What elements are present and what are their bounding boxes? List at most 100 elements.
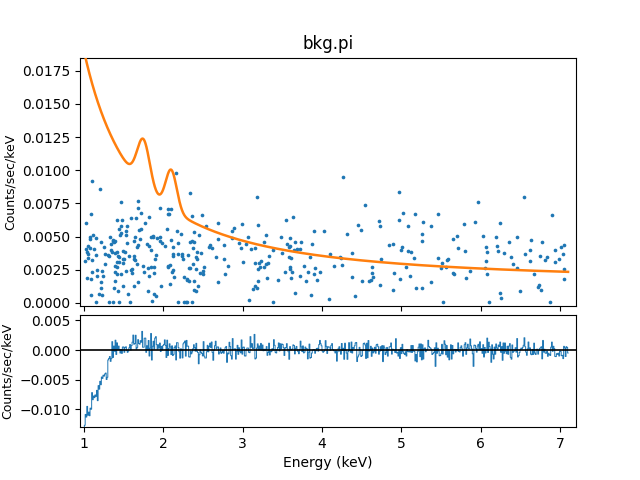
- Point: [299, 262, 309, 270]
- Point: [237, 220, 247, 228]
- Point: [493, 247, 503, 255]
- Point: [173, 250, 183, 257]
- Point: [188, 239, 198, 246]
- Point: [261, 260, 271, 267]
- Point: [495, 294, 506, 302]
- Point: [111, 258, 122, 266]
- Point: [250, 283, 260, 290]
- Point: [124, 252, 134, 260]
- Point: [512, 233, 522, 241]
- Point: [499, 250, 509, 257]
- Point: [280, 216, 291, 224]
- Point: [151, 251, 161, 259]
- Point: [525, 257, 536, 265]
- Point: [182, 299, 192, 306]
- Point: [409, 254, 419, 262]
- Point: [310, 264, 320, 272]
- Point: [110, 277, 120, 285]
- Point: [117, 216, 127, 224]
- Point: [141, 240, 152, 248]
- Point: [255, 263, 266, 271]
- Point: [448, 269, 458, 277]
- Point: [86, 276, 96, 283]
- Point: [506, 253, 516, 261]
- Point: [550, 246, 560, 254]
- Point: [118, 259, 128, 267]
- Point: [150, 255, 161, 263]
- Point: [114, 299, 124, 306]
- Point: [171, 169, 181, 177]
- Point: [253, 221, 263, 228]
- Point: [449, 270, 460, 278]
- Point: [198, 267, 208, 275]
- Point: [113, 252, 124, 260]
- Point: [228, 224, 239, 232]
- Point: [252, 285, 262, 292]
- Point: [116, 229, 126, 237]
- Point: [346, 249, 356, 257]
- X-axis label: Energy (keV): Energy (keV): [284, 456, 372, 470]
- Point: [103, 252, 113, 259]
- Point: [360, 201, 371, 209]
- Point: [82, 275, 92, 282]
- Point: [129, 283, 140, 290]
- Point: [207, 244, 218, 252]
- Point: [511, 264, 522, 272]
- Point: [168, 273, 179, 280]
- Point: [367, 263, 377, 271]
- Point: [86, 257, 97, 264]
- Point: [508, 260, 518, 268]
- Point: [108, 239, 118, 246]
- Point: [545, 299, 556, 306]
- Point: [195, 249, 205, 256]
- Point: [127, 270, 137, 277]
- Point: [186, 190, 196, 197]
- Point: [401, 263, 411, 271]
- Point: [131, 214, 141, 222]
- Point: [289, 246, 299, 254]
- Point: [295, 272, 305, 279]
- Point: [375, 222, 385, 230]
- Point: [276, 249, 287, 257]
- Point: [133, 241, 143, 249]
- Point: [337, 174, 348, 181]
- Point: [461, 274, 471, 282]
- Point: [227, 235, 237, 242]
- Point: [168, 252, 178, 260]
- Point: [155, 204, 165, 212]
- Point: [114, 225, 124, 233]
- Point: [290, 289, 300, 297]
- Point: [357, 276, 367, 284]
- Point: [211, 253, 221, 261]
- Point: [437, 259, 447, 266]
- Point: [168, 250, 179, 258]
- Point: [149, 270, 159, 277]
- Point: [156, 237, 166, 245]
- Point: [115, 232, 125, 240]
- Point: [285, 234, 296, 241]
- Point: [364, 277, 374, 285]
- Point: [537, 238, 547, 245]
- Point: [184, 277, 195, 285]
- Point: [86, 291, 96, 299]
- Point: [388, 240, 398, 248]
- Point: [198, 271, 208, 278]
- Point: [308, 270, 319, 277]
- Point: [243, 234, 253, 241]
- Point: [406, 248, 416, 256]
- Point: [547, 211, 557, 219]
- Point: [132, 278, 143, 286]
- Point: [526, 236, 536, 244]
- Point: [129, 255, 140, 263]
- Point: [116, 222, 126, 230]
- Point: [220, 241, 230, 249]
- Point: [185, 239, 195, 246]
- Point: [140, 219, 150, 227]
- Point: [353, 221, 364, 229]
- Point: [495, 289, 505, 297]
- Point: [110, 269, 120, 276]
- Point: [132, 260, 142, 268]
- Point: [116, 271, 126, 278]
- Point: [151, 292, 161, 300]
- Point: [191, 265, 201, 273]
